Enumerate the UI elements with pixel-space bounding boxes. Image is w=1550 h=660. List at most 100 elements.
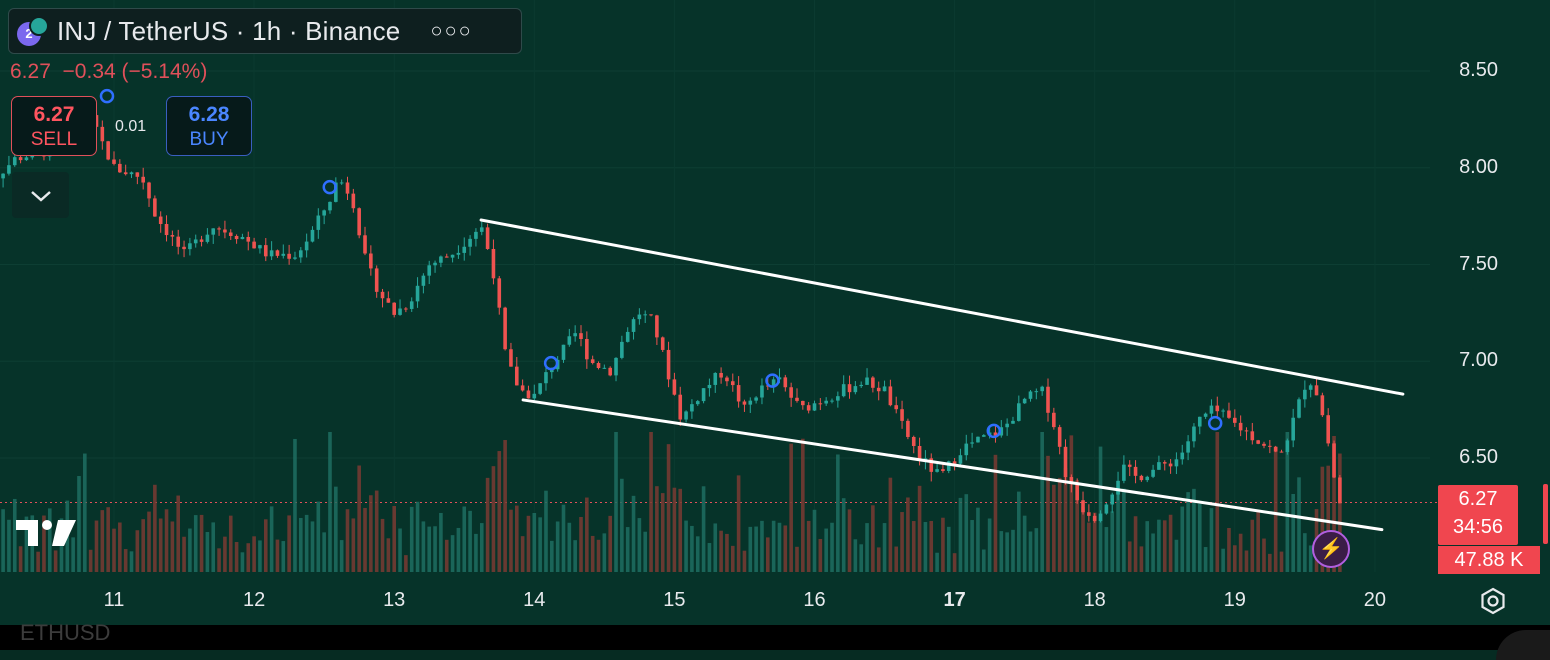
volume-bar bbox=[906, 497, 910, 572]
sell-label: SELL bbox=[30, 129, 78, 150]
volume-bar bbox=[818, 538, 823, 572]
buy-button[interactable]: 6.28 BUY bbox=[166, 96, 252, 156]
settings-hexagon-icon[interactable] bbox=[1479, 587, 1507, 615]
volume-bar bbox=[223, 536, 227, 572]
candle bbox=[24, 157, 29, 161]
volume-bar bbox=[100, 510, 105, 572]
volume-bar bbox=[625, 527, 630, 572]
candle bbox=[876, 387, 881, 392]
volume-bar bbox=[147, 511, 151, 572]
candle bbox=[713, 372, 718, 385]
symbol-header[interactable]: 2 INJ / TetherUS · 1h · Binance ○○○ bbox=[8, 8, 522, 54]
candle bbox=[719, 372, 723, 378]
candle bbox=[917, 445, 922, 461]
candle bbox=[1320, 395, 1325, 416]
candle bbox=[643, 314, 648, 316]
volume-bar bbox=[188, 528, 192, 572]
candle bbox=[1192, 426, 1196, 442]
candle bbox=[1238, 422, 1243, 431]
volume-bar bbox=[328, 432, 332, 572]
volume-bar bbox=[900, 512, 904, 572]
volume-bar bbox=[783, 525, 788, 572]
candle bbox=[602, 367, 607, 369]
candle bbox=[1052, 412, 1056, 428]
spread-value: 0.01 bbox=[115, 118, 147, 135]
volume-bar bbox=[153, 484, 157, 572]
volume-bar bbox=[47, 508, 52, 572]
sell-button[interactable]: 6.27 SELL bbox=[11, 96, 97, 156]
volume-bar bbox=[1145, 521, 1150, 572]
volume-bar bbox=[643, 531, 648, 572]
candle bbox=[1063, 446, 1068, 478]
volume-bar bbox=[579, 516, 583, 572]
candle bbox=[935, 469, 939, 472]
volume-bar bbox=[316, 501, 321, 572]
volume-bar bbox=[123, 549, 128, 572]
injective-logo-icon: 2 bbox=[17, 16, 49, 46]
candle bbox=[153, 198, 157, 217]
candle bbox=[1133, 466, 1138, 476]
event-marker bbox=[322, 179, 338, 195]
volume-bar bbox=[275, 539, 280, 572]
volume-bar bbox=[1139, 546, 1144, 572]
candle bbox=[1332, 443, 1336, 478]
volume-bar bbox=[795, 546, 799, 572]
candle bbox=[398, 308, 402, 315]
volume-bar bbox=[713, 523, 718, 572]
symbol-title[interactable]: INJ / TetherUS · 1h · Binance bbox=[57, 15, 401, 46]
volume-bar bbox=[386, 538, 391, 572]
price-axis-label: 8.50 bbox=[1459, 59, 1498, 81]
lightning-icon[interactable]: ⚡ bbox=[1312, 530, 1350, 568]
volume-bar bbox=[42, 515, 46, 572]
candle bbox=[730, 381, 735, 386]
volume-bar bbox=[299, 517, 303, 572]
candle bbox=[106, 141, 110, 160]
volume-bar bbox=[1116, 491, 1120, 572]
candle bbox=[468, 238, 472, 247]
collapse-button[interactable] bbox=[12, 172, 69, 218]
volume-bar bbox=[923, 522, 928, 572]
volume-bar bbox=[520, 536, 525, 572]
candle bbox=[981, 435, 986, 437]
candle bbox=[585, 338, 589, 360]
candle bbox=[1069, 477, 1074, 484]
volume-bar bbox=[608, 515, 612, 572]
candle bbox=[1087, 512, 1091, 516]
event-marker bbox=[986, 423, 1002, 439]
scroll-handle[interactable] bbox=[1543, 484, 1548, 544]
candle bbox=[269, 250, 274, 257]
candle bbox=[240, 236, 245, 240]
candle bbox=[742, 401, 747, 405]
volume-bar bbox=[1308, 545, 1313, 572]
volume-bar bbox=[12, 498, 17, 572]
candle bbox=[859, 384, 863, 387]
volume-bar bbox=[176, 495, 181, 572]
volume-bar bbox=[620, 478, 624, 572]
candle bbox=[1256, 440, 1260, 444]
volume-bar bbox=[1291, 493, 1295, 572]
next-ticker-label[interactable]: ETHUSD bbox=[20, 620, 111, 645]
chevron-down-icon bbox=[30, 190, 51, 202]
candle bbox=[444, 256, 449, 258]
volume-bar bbox=[1209, 508, 1214, 572]
candle bbox=[118, 163, 122, 173]
volume-bar bbox=[193, 515, 198, 572]
more-options-icon[interactable]: ○○○ bbox=[430, 19, 473, 42]
volume-bar bbox=[1174, 539, 1179, 572]
candle bbox=[1104, 504, 1109, 514]
candle bbox=[795, 397, 799, 401]
volume-bar bbox=[526, 515, 531, 572]
candle bbox=[1127, 464, 1132, 467]
candle bbox=[818, 403, 823, 405]
candle bbox=[532, 393, 537, 399]
candle bbox=[911, 436, 916, 446]
volume-bar bbox=[695, 536, 700, 572]
candle bbox=[1209, 405, 1214, 414]
candle bbox=[316, 215, 321, 230]
volume-bar bbox=[976, 507, 980, 572]
volume-bar bbox=[287, 515, 291, 572]
time-axis-label: 11 bbox=[103, 589, 125, 611]
candle bbox=[170, 235, 175, 237]
